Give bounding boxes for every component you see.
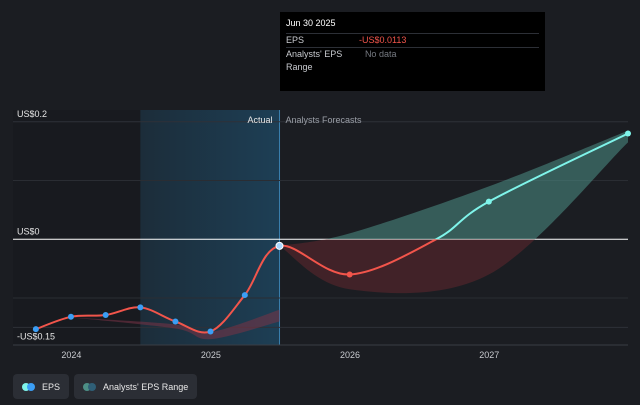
x-tick-label: 2026 xyxy=(340,350,360,360)
tooltip: Jun 30 2025 EPS -US$0.0113 Analysts' EPS… xyxy=(280,12,545,91)
x-tick-label: 2024 xyxy=(61,350,81,360)
tooltip-range-value: No data xyxy=(364,49,397,59)
eps-line-positive xyxy=(434,132,629,240)
eps-point xyxy=(172,318,179,325)
eps-point xyxy=(207,328,214,335)
eps-legend-icon xyxy=(22,382,36,391)
x-tick-label: 2025 xyxy=(201,350,221,360)
range-band-negative xyxy=(279,239,535,294)
legend-range-label: Analysts' EPS Range xyxy=(103,381,189,392)
past-background xyxy=(13,110,141,345)
eps-point xyxy=(137,304,144,311)
tooltip-eps-value: -US$0.0113 xyxy=(359,35,407,45)
eps-forecast-point xyxy=(485,198,492,205)
range-band-positive xyxy=(325,130,628,240)
eps-point xyxy=(275,241,284,250)
tooltip-row-range: Analysts' EPS Range No data xyxy=(286,47,539,72)
eps-point xyxy=(241,292,248,299)
tooltip-date: Jun 30 2025 xyxy=(286,18,336,28)
y-tick-label: -US$0.15 xyxy=(17,331,55,341)
x-tick-label: 2027 xyxy=(479,350,499,360)
legend-item-range[interactable]: Analysts' EPS Range xyxy=(74,374,198,399)
tooltip-row-eps: EPS -US$0.0113 xyxy=(286,33,539,47)
tooltip-eps-label: EPS xyxy=(286,35,305,45)
actual-region-label: Actual xyxy=(247,115,272,125)
historical-range-band xyxy=(70,309,280,340)
legend-item-eps[interactable]: EPS xyxy=(13,374,70,399)
legend-eps-label: EPS xyxy=(42,381,61,392)
eps-point xyxy=(102,312,109,319)
range-legend-icon xyxy=(83,382,97,391)
eps-point xyxy=(32,326,39,333)
y-tick-label: US$0.2 xyxy=(17,109,47,119)
actual-highlight xyxy=(140,110,280,345)
tooltip-range-label: Analysts' EPS Range xyxy=(286,49,343,72)
eps-point xyxy=(67,313,74,320)
legend: EPS Analysts' EPS Range xyxy=(13,374,198,399)
eps-forecast-point xyxy=(346,271,353,278)
forecast-region-label: Analysts Forecasts xyxy=(286,115,363,125)
eps-forecast-point xyxy=(625,130,631,137)
y-tick-label: US$0 xyxy=(17,226,40,236)
